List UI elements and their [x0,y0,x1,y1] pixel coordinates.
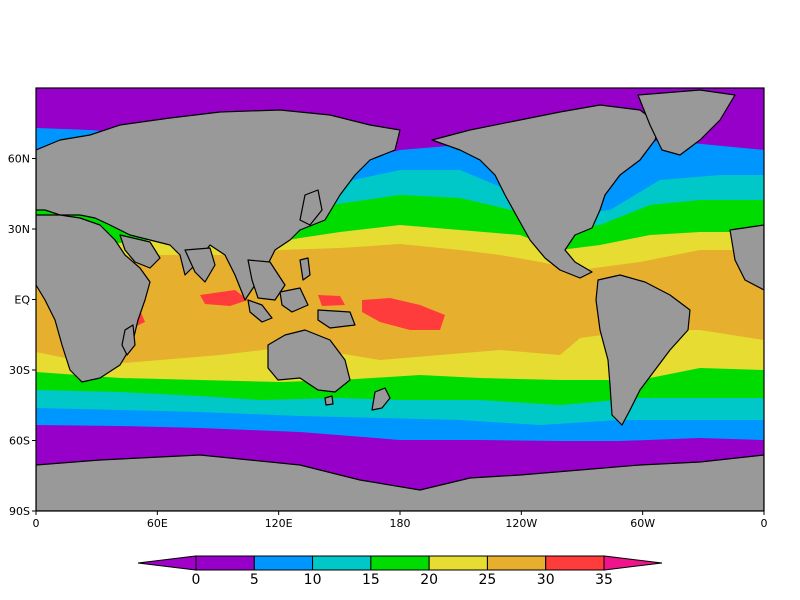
land-sumatra [247,299,273,323]
lon-tick-label: 60E [147,517,168,530]
sst-hotspot-westpac [318,295,345,306]
colorbar-label: 15 [362,572,380,588]
lon-tick-label: 0 [761,517,768,530]
lat-tick-label: 90S [9,505,30,518]
land-seasia [247,259,286,301]
land-india [184,247,216,283]
colorbar-swatch [312,555,372,571]
colorbar-label: 35 [595,572,613,588]
colorbar-swatch [195,555,255,571]
land-tasmania [324,395,334,406]
colorbar: 0 5 10 15 20 25 30 35 [137,555,663,588]
land-greenland [637,89,736,156]
colorbar-label: 5 [250,572,259,588]
colorbar-label: 0 [192,572,201,588]
latitude-axis: 60N 30N EQ 30S 60S 90S [8,153,36,518]
lon-tick-label: 180 [390,517,411,530]
colorbar-label: 10 [304,572,322,588]
lon-tick-label: 0 [33,517,40,530]
lat-tick-label: 60S [9,435,30,448]
colorbar-swatch [428,555,488,571]
lon-tick-label: 120W [505,517,537,530]
lat-tick-label: EQ [14,294,30,307]
land-borneo [279,287,309,313]
colorbar-swatch [545,555,605,571]
colorbar-under-triangle [137,555,197,571]
land-newguinea [317,309,356,329]
land-philippines [299,257,311,281]
colorbar-label: 30 [537,572,555,588]
land-layer [36,89,764,511]
lat-tick-label: 30N [8,223,30,236]
land-west-africa-wrap [729,224,764,291]
land-newzealand [371,387,391,411]
land-north-america [431,104,661,279]
colorbar-label: 20 [420,572,438,588]
land-japan [299,189,323,226]
sst-hotspot-pacific [362,298,445,330]
colorbar-swatch [253,555,314,571]
lat-tick-label: 60N [8,153,30,166]
lon-tick-label: 60W [630,517,655,530]
land-australia [267,329,351,393]
land-arabia [119,234,161,269]
land-antarctica [36,454,764,511]
land-africa [36,214,151,383]
colorbar-label: 25 [479,572,497,588]
colorbar-swatch [370,555,430,571]
land-south-america [595,274,691,426]
lon-tick-label: 120E [265,517,293,530]
sst-hotspot-indian [200,290,248,306]
colorbar-swatch [486,555,547,571]
lat-tick-label: 30S [9,364,30,377]
colorbar-over-triangle [603,555,663,571]
land-madagascar [121,324,136,356]
longitude-axis: 0 60E 120E 180 120W 60W 0 [33,511,768,530]
